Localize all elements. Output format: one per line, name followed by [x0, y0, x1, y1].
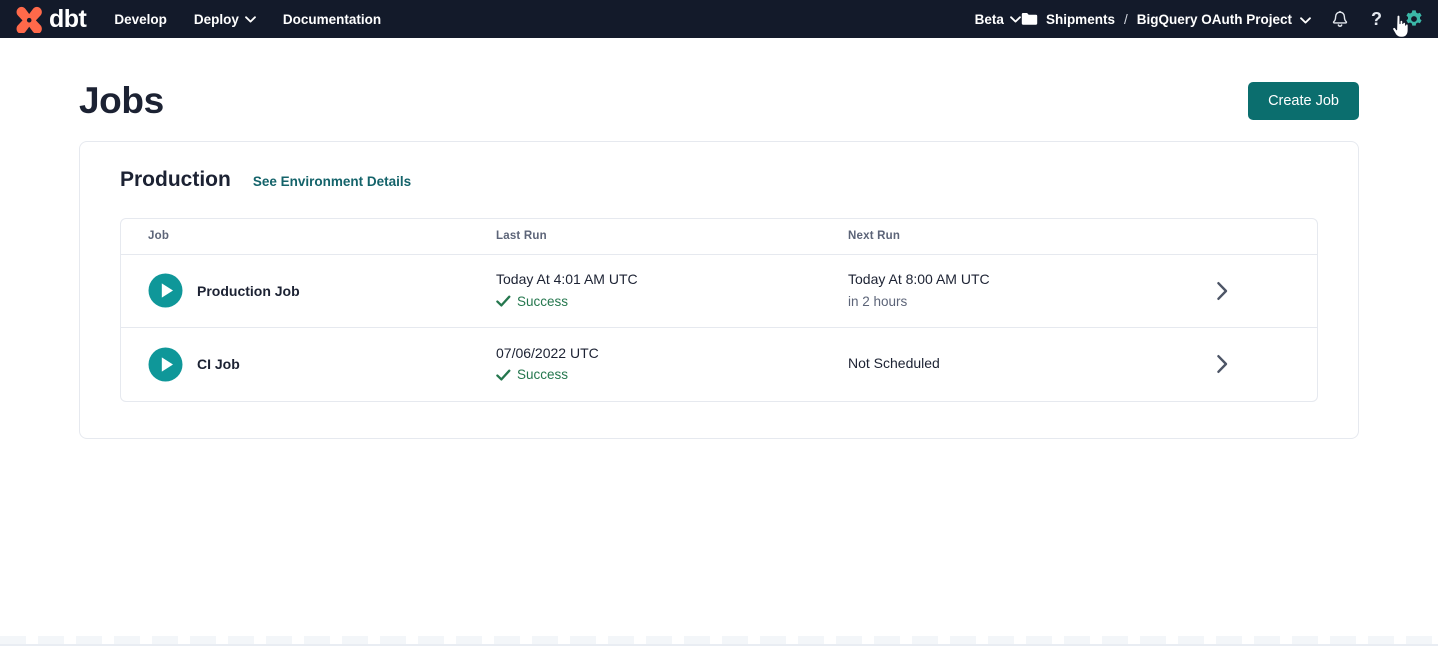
next-run-time: Not Scheduled — [848, 355, 940, 372]
row-chevron-cell[interactable] — [1206, 354, 1317, 374]
last-run-cell: 07/06/2022 UTC Success — [496, 343, 848, 386]
beta-dropdown[interactable]: Beta — [975, 12, 1021, 27]
last-run-status: Success — [496, 292, 848, 312]
nav-item-documentation[interactable]: Documentation — [283, 12, 381, 27]
nav-item-deploy-label: Deploy — [193, 11, 239, 27]
column-header-last-run: Last Run — [496, 230, 547, 243]
breadcrumb: Shipments / BigQuery OAuth Project — [1021, 12, 1311, 27]
breadcrumb-account[interactable]: Shipments — [1045, 11, 1115, 27]
jobs-table-header: Job Last Run Next Run — [121, 219, 1317, 255]
check-icon — [496, 295, 511, 308]
page-title: Jobs — [79, 80, 164, 121]
column-header-next-run: Next Run — [848, 230, 901, 243]
dbt-logo[interactable]: dbt — [10, 4, 87, 34]
folder-icon — [1021, 12, 1038, 26]
row-chevron-cell[interactable] — [1206, 281, 1317, 301]
chevron-right-icon[interactable] — [1216, 281, 1229, 301]
nav-item-develop-label: Develop — [114, 11, 167, 27]
environment-name: Production — [120, 167, 231, 191]
gear-icon[interactable] — [1404, 9, 1424, 29]
last-run-time: Today At 4:01 AM UTC — [496, 271, 638, 288]
next-run-cell: Not Scheduled — [848, 353, 1206, 375]
question-mark-icon[interactable]: ? — [1369, 9, 1384, 29]
svg-text:?: ? — [1371, 9, 1382, 29]
page-header: Jobs Create Job — [79, 38, 1359, 122]
breadcrumb-project[interactable]: BigQuery OAuth Project — [1136, 11, 1292, 27]
page-body: Jobs Create Job Production See Environme… — [0, 38, 1438, 646]
bottom-edge-line — [0, 644, 1438, 646]
last-run-cell: Today At 4:01 AM UTC Success — [496, 269, 848, 312]
chevron-down-icon[interactable] — [1300, 12, 1311, 27]
nav-item-develop[interactable]: Develop — [114, 12, 167, 27]
environment-header: Production See Environment Details — [120, 168, 1318, 192]
top-navbar: dbt Develop Deploy Documentation Beta S — [0, 0, 1438, 38]
navbar-right-group: Beta Shipments / BigQuery OAuth Project — [975, 9, 1424, 29]
last-run-status: Success — [496, 365, 848, 385]
last-run-status-label: Success — [517, 367, 569, 383]
environment-card: Production See Environment Details Job L… — [79, 140, 1359, 439]
last-run-status-label: Success — [517, 293, 569, 309]
job-name: CI Job — [197, 356, 240, 373]
bottom-dashed-stripe — [0, 636, 1438, 646]
chevron-down-icon — [1010, 15, 1021, 23]
table-row[interactable]: CI Job 07/06/2022 UTC Success — [121, 328, 1317, 401]
job-name: Production Job — [197, 282, 300, 299]
next-run-relative: in 2 hours — [848, 293, 908, 309]
job-cell: CI Job — [121, 347, 496, 382]
play-circle-icon[interactable] — [148, 273, 183, 308]
play-circle-icon[interactable] — [148, 347, 183, 382]
beta-label: Beta — [974, 11, 1004, 27]
job-cell: Production Job — [121, 273, 496, 308]
jobs-table: Job Last Run Next Run Productio — [120, 217, 1318, 402]
bell-icon[interactable] — [1331, 10, 1349, 29]
navbar-left-group: dbt Develop Deploy Documentation — [10, 4, 408, 34]
dbt-wordmark: dbt — [49, 4, 87, 33]
table-row[interactable]: Production Job Today At 4:01 AM UTC Succ… — [121, 255, 1317, 328]
next-run-cell: Today At 8:00 AM UTC in 2 hours — [848, 269, 1206, 312]
column-header-job: Job — [148, 230, 170, 243]
dbt-logo-icon — [14, 5, 44, 34]
check-icon — [496, 369, 511, 382]
chevron-right-icon[interactable] — [1216, 354, 1229, 374]
see-environment-details-link[interactable]: See Environment Details — [252, 173, 412, 189]
last-run-time: 07/06/2022 UTC — [496, 344, 599, 361]
chevron-down-icon — [245, 15, 256, 23]
nav-item-deploy[interactable]: Deploy — [194, 12, 256, 27]
create-job-button[interactable]: Create Job — [1248, 82, 1359, 121]
nav-item-documentation-label: Documentation — [282, 11, 382, 27]
breadcrumb-separator: / — [1123, 11, 1128, 27]
next-run-time: Today At 8:00 AM UTC — [848, 271, 990, 288]
